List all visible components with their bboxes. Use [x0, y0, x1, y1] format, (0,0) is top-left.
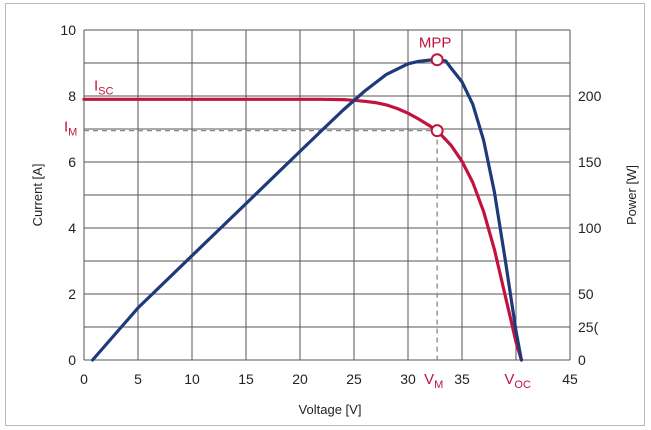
power-curve — [90, 58, 524, 362]
mpp-marker — [430, 53, 444, 67]
y-left-tick-label: 6 — [68, 154, 76, 170]
x-tick-label: 30 — [400, 371, 416, 387]
x-tick-label: 10 — [184, 371, 200, 387]
series-layer — [82, 58, 524, 362]
x-tick-label: 5 — [134, 371, 142, 387]
annotations: MPP ISC IM VM VOC — [64, 35, 531, 391]
y-left-tick-label: 4 — [68, 220, 76, 236]
y-right-tick-label: 150 — [578, 154, 602, 170]
y-left-tick-label: 2 — [68, 286, 76, 302]
y-left-tick-label: 8 — [68, 88, 76, 104]
y-right-tick-label: 50 — [578, 286, 594, 302]
mpp-label: MPP — [419, 35, 452, 52]
x-tick-label: 15 — [238, 371, 254, 387]
x-tick-label: 20 — [292, 371, 308, 387]
y-right-tick-label: 0 — [578, 352, 586, 368]
x-tick-label: 25 — [346, 371, 362, 387]
y-right-tick-label: 200 — [578, 88, 602, 104]
im-marker — [430, 124, 444, 138]
y-left-tick-label: 10 — [60, 22, 76, 38]
grid — [83, 29, 571, 361]
x-tick-label: 45 — [562, 371, 578, 387]
x-axis-title: Voltage [V] — [299, 402, 362, 417]
frame-border — [5, 3, 645, 426]
mpp-guide-lines — [84, 129, 438, 360]
y-right-tick-label: 100 — [578, 220, 602, 236]
current-curve — [82, 97, 524, 362]
y-axis-left-title: Current [A] — [30, 164, 45, 227]
y-axis-right-title: Power [W] — [624, 165, 639, 225]
vm-label: VM — [424, 371, 443, 391]
markers — [430, 53, 444, 138]
im-label: IM — [64, 119, 77, 139]
voc-label: VOC — [504, 371, 531, 391]
x-tick-label: 0 — [80, 371, 88, 387]
y-right-tick-label: 25( — [578, 319, 599, 335]
x-tick-label: 35 — [454, 371, 470, 387]
isc-label: ISC — [94, 77, 114, 97]
y-left-tick-label: 0 — [68, 352, 76, 368]
